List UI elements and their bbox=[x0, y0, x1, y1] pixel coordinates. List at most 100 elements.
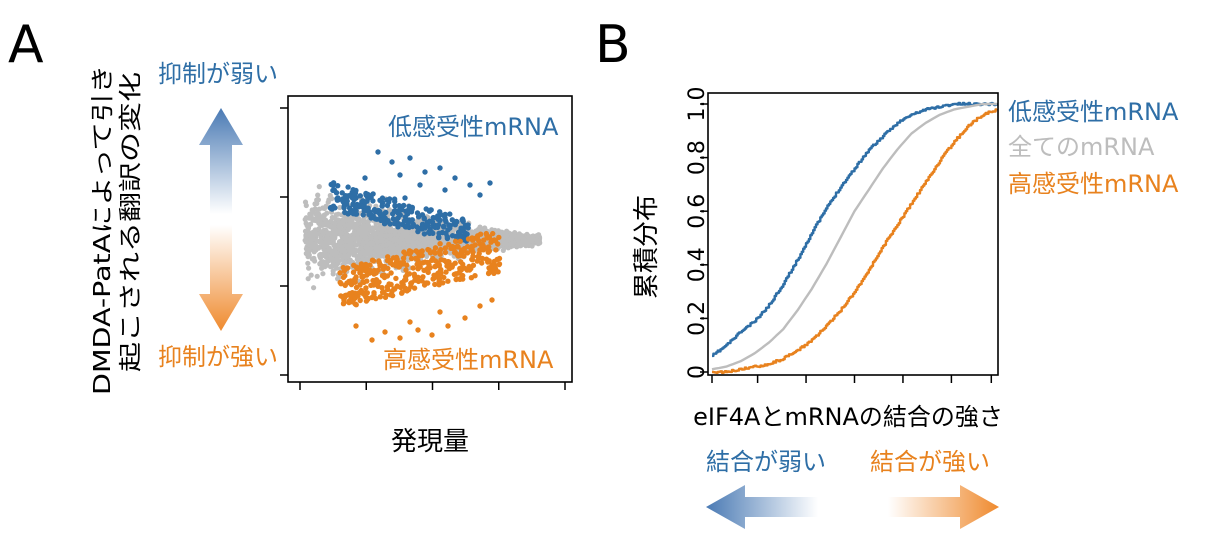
arrow-down-icon bbox=[199, 225, 243, 331]
scatter-point bbox=[440, 280, 446, 286]
panel-b-legend-low: 低感受性mRNA bbox=[1008, 98, 1179, 126]
scatter-point bbox=[393, 237, 399, 243]
scatter-point bbox=[479, 260, 485, 266]
scatter-point bbox=[419, 252, 425, 259]
scatter-point bbox=[368, 245, 374, 251]
scatter-point bbox=[481, 237, 487, 243]
scatter-point bbox=[341, 293, 347, 299]
scatter-point bbox=[393, 259, 399, 266]
scatter-point bbox=[375, 245, 381, 252]
panel-b-lines bbox=[711, 101, 999, 375]
scatter-point bbox=[457, 276, 463, 282]
scatter-point bbox=[391, 220, 398, 227]
scatter-point bbox=[462, 315, 468, 321]
scatter-point bbox=[465, 236, 472, 242]
scatter-point bbox=[363, 285, 369, 291]
scatter-point bbox=[447, 211, 453, 217]
scatter-point bbox=[445, 323, 451, 329]
scatter-point bbox=[519, 240, 525, 246]
scatter-point bbox=[387, 258, 393, 264]
scatter-point bbox=[493, 247, 499, 253]
scatter-point bbox=[432, 281, 438, 288]
scatter-point bbox=[479, 255, 486, 262]
scatter-point bbox=[429, 332, 435, 338]
scatter-point bbox=[311, 236, 317, 242]
scatter-point bbox=[457, 238, 463, 244]
scatter-point bbox=[452, 175, 458, 181]
panel-b-xlabel: eIF4AとmRNAの結合の強さ bbox=[693, 403, 1003, 431]
scatter-point bbox=[325, 230, 332, 236]
scatter-point bbox=[452, 260, 458, 266]
scatter-point bbox=[325, 258, 331, 264]
scatter-point bbox=[332, 226, 338, 232]
scatter-point bbox=[508, 236, 514, 242]
scatter-point bbox=[468, 265, 474, 272]
scatter-point bbox=[397, 260, 404, 266]
scatter-point bbox=[376, 279, 382, 285]
scatter-point bbox=[418, 242, 424, 248]
scatter-point bbox=[332, 242, 338, 248]
scatter-point bbox=[397, 172, 403, 178]
scatter-point bbox=[411, 271, 417, 277]
scatter-point bbox=[382, 294, 389, 300]
scatter-point bbox=[344, 265, 351, 271]
scatter-point bbox=[365, 192, 371, 198]
scatter-point bbox=[496, 261, 502, 268]
scatter-point bbox=[399, 280, 405, 286]
scatter-point bbox=[321, 251, 327, 257]
scatter-point bbox=[360, 273, 367, 280]
scatter-point bbox=[437, 268, 443, 275]
scatter-point bbox=[381, 274, 388, 281]
scatter-point bbox=[371, 291, 377, 298]
scatter-point bbox=[314, 197, 320, 203]
scatter-point bbox=[337, 279, 343, 286]
scatter-point bbox=[372, 230, 378, 236]
scatter-point bbox=[389, 159, 395, 165]
scatter-point bbox=[383, 242, 390, 248]
scatter-point bbox=[353, 242, 359, 248]
scatter-point bbox=[407, 234, 413, 240]
scatter-point bbox=[432, 239, 438, 245]
scatter-point bbox=[306, 215, 312, 221]
scatter-point bbox=[350, 248, 356, 254]
scatter-point bbox=[330, 268, 336, 274]
panel-b-yticks: 0 0.2 0.4 0.6 0.8 1.0 bbox=[685, 87, 710, 380]
arrow-right-label: 結合が強い bbox=[870, 448, 990, 476]
arrow-left-label: 結合が弱い bbox=[706, 448, 826, 476]
scatter-point bbox=[443, 269, 449, 275]
scatter-point bbox=[402, 214, 408, 220]
scatter-point bbox=[302, 228, 309, 234]
scatter-point bbox=[382, 329, 388, 335]
scatter-point bbox=[356, 216, 362, 222]
scatter-point bbox=[327, 264, 334, 270]
panel-b-legend-high: 高感受性mRNA bbox=[1008, 170, 1179, 198]
scatter-point bbox=[310, 229, 316, 236]
scatter-point bbox=[437, 165, 443, 171]
scatter-point bbox=[452, 250, 459, 256]
scatter-point bbox=[392, 255, 399, 261]
scatter-point bbox=[332, 215, 338, 221]
scatter-point bbox=[329, 196, 335, 202]
arrow-down-label: 抑制が強い bbox=[158, 343, 278, 371]
scatter-point bbox=[430, 215, 436, 221]
scatter-point bbox=[432, 263, 438, 270]
y-tick-label: 0.8 bbox=[685, 140, 710, 175]
scatter-point bbox=[415, 258, 421, 264]
scatter-point bbox=[362, 175, 368, 181]
panel-a-xlabel: 発現量 bbox=[391, 427, 469, 457]
scatter-point bbox=[406, 271, 413, 277]
scatter-point bbox=[386, 199, 392, 205]
scatter-point bbox=[415, 274, 421, 280]
scatter-point bbox=[342, 282, 348, 289]
scatter-point bbox=[303, 220, 309, 226]
scatter-point bbox=[427, 250, 434, 256]
scatter-point bbox=[404, 288, 410, 294]
scatter-point bbox=[308, 272, 314, 278]
scatter-point bbox=[428, 207, 434, 213]
scatter-point bbox=[402, 195, 408, 201]
scatter-point bbox=[360, 212, 366, 218]
scatter-point bbox=[365, 208, 371, 214]
scatter-point bbox=[451, 271, 458, 278]
scatter-point bbox=[378, 238, 384, 244]
scatter-point bbox=[411, 235, 417, 241]
